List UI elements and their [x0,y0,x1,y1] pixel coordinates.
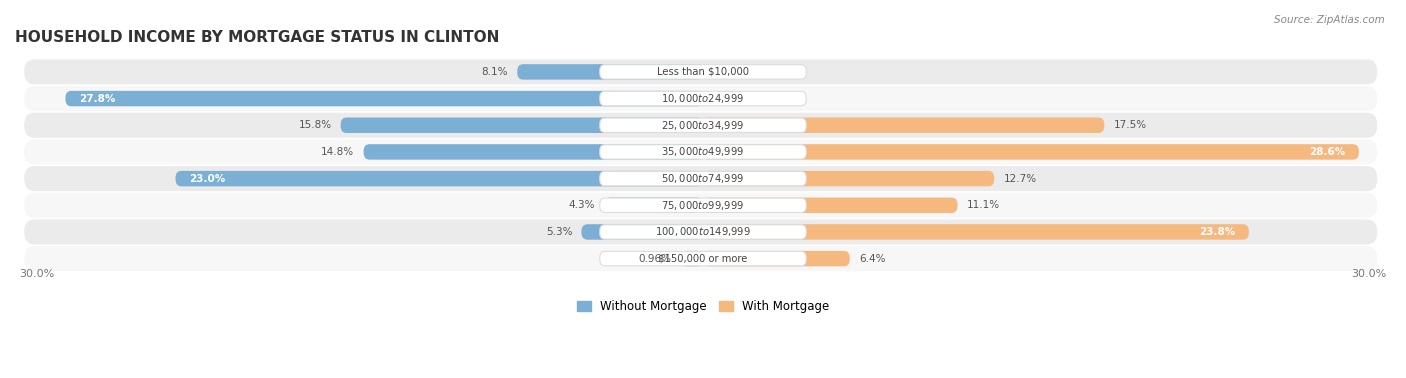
FancyBboxPatch shape [24,219,1378,245]
Text: 28.6%: 28.6% [1309,147,1346,157]
FancyBboxPatch shape [517,64,703,80]
FancyBboxPatch shape [703,198,957,213]
FancyBboxPatch shape [24,86,1378,111]
Text: $75,000 to $99,999: $75,000 to $99,999 [661,199,745,212]
Text: 15.8%: 15.8% [298,120,332,130]
Text: $50,000 to $74,999: $50,000 to $74,999 [661,172,745,185]
FancyBboxPatch shape [600,145,806,159]
Text: 14.8%: 14.8% [322,147,354,157]
Text: $150,000 or more: $150,000 or more [658,254,748,263]
FancyBboxPatch shape [582,224,703,240]
FancyBboxPatch shape [600,251,806,266]
Text: HOUSEHOLD INCOME BY MORTGAGE STATUS IN CLINTON: HOUSEHOLD INCOME BY MORTGAGE STATUS IN C… [15,30,499,45]
Text: 27.8%: 27.8% [79,94,115,104]
FancyBboxPatch shape [703,224,1249,240]
FancyBboxPatch shape [24,59,1378,84]
Text: Source: ZipAtlas.com: Source: ZipAtlas.com [1274,15,1385,25]
Text: 17.5%: 17.5% [1114,120,1147,130]
FancyBboxPatch shape [66,91,703,106]
FancyBboxPatch shape [703,171,994,186]
FancyBboxPatch shape [600,65,806,79]
FancyBboxPatch shape [24,246,1378,271]
Text: $100,000 to $149,999: $100,000 to $149,999 [655,225,751,239]
Text: 8.1%: 8.1% [482,67,508,77]
Text: 23.0%: 23.0% [190,174,225,184]
FancyBboxPatch shape [703,144,1358,160]
Text: 6.4%: 6.4% [859,254,886,263]
Text: Less than $10,000: Less than $10,000 [657,67,749,77]
FancyBboxPatch shape [24,166,1378,191]
Text: 5.3%: 5.3% [546,227,572,237]
FancyBboxPatch shape [703,118,1104,133]
Text: $10,000 to $24,999: $10,000 to $24,999 [661,92,745,105]
Text: $35,000 to $49,999: $35,000 to $49,999 [661,146,745,158]
FancyBboxPatch shape [24,193,1378,218]
Text: 11.1%: 11.1% [967,200,1000,210]
Text: 30.0%: 30.0% [20,269,55,279]
FancyBboxPatch shape [24,113,1378,138]
FancyBboxPatch shape [364,144,703,160]
Text: 4.3%: 4.3% [568,200,595,210]
FancyBboxPatch shape [600,225,806,239]
FancyBboxPatch shape [600,91,806,106]
FancyBboxPatch shape [600,171,806,186]
Text: 12.7%: 12.7% [1004,174,1036,184]
FancyBboxPatch shape [703,251,849,266]
FancyBboxPatch shape [600,118,806,132]
Text: 0.96%: 0.96% [638,254,672,263]
FancyBboxPatch shape [681,251,703,266]
FancyBboxPatch shape [24,139,1378,164]
Text: 23.8%: 23.8% [1199,227,1234,237]
FancyBboxPatch shape [600,198,806,212]
FancyBboxPatch shape [605,198,703,213]
Legend: Without Mortgage, With Mortgage: Without Mortgage, With Mortgage [572,295,834,318]
FancyBboxPatch shape [176,171,703,186]
Text: $25,000 to $34,999: $25,000 to $34,999 [661,119,745,132]
Text: 30.0%: 30.0% [1351,269,1386,279]
FancyBboxPatch shape [340,118,703,133]
